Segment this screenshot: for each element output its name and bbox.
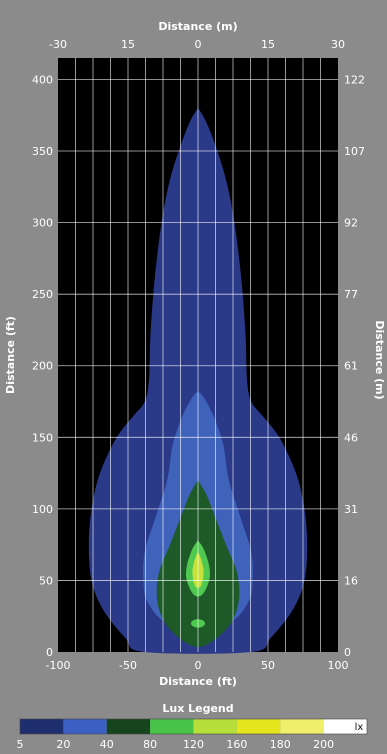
left-axis-ticks: 0 50 100 150 200 250 300 350 400 xyxy=(32,73,53,659)
top-axis-title: Distance (m) xyxy=(158,20,237,33)
left-tick-label: 400 xyxy=(32,73,53,86)
top-axis-ticks: -30 15 0 15 30 xyxy=(49,38,345,51)
bottom-tick-label: 100 xyxy=(328,659,349,672)
legend-label: 5 xyxy=(17,738,24,751)
right-axis-ticks: 0 16 31 46 61 77 92 107 122 xyxy=(344,73,365,659)
left-axis-title: Distance (ft) xyxy=(4,316,17,394)
left-tick-label: 100 xyxy=(32,503,53,516)
top-tick-label: 15 xyxy=(261,38,275,51)
left-tick-label: 300 xyxy=(32,217,53,230)
bottom-tick-label: 0 xyxy=(195,659,202,672)
left-tick-label: 250 xyxy=(32,288,53,301)
legend-swatch xyxy=(150,719,194,734)
legend-label: 120 xyxy=(183,738,204,751)
legend-label: 40 xyxy=(100,738,114,751)
legend-label: 180 xyxy=(270,738,291,751)
legend-swatch xyxy=(106,719,151,734)
bottom-tick-label: -50 xyxy=(119,659,137,672)
left-tick-label: 50 xyxy=(39,574,53,587)
right-tick-label: 16 xyxy=(344,574,358,587)
legend-swatch xyxy=(20,719,64,734)
legend-label: 160 xyxy=(226,738,247,751)
grid-lines xyxy=(58,58,338,652)
legend-label: 20 xyxy=(56,738,70,751)
left-tick-label: 0 xyxy=(46,646,53,659)
bottom-tick-label: -100 xyxy=(46,659,71,672)
legend: 5 20 40 80 120 160 180 200 lx xyxy=(17,718,368,751)
left-tick-label: 350 xyxy=(32,145,53,158)
right-tick-label: 107 xyxy=(344,145,365,158)
legend-label: 200 xyxy=(313,738,334,751)
legend-swatch xyxy=(323,719,367,734)
right-tick-label: 122 xyxy=(344,73,365,86)
right-axis-title: Distance (m) xyxy=(373,320,386,399)
bottom-tick-label: 50 xyxy=(261,659,275,672)
top-tick-label: 30 xyxy=(331,38,345,51)
right-tick-label: 46 xyxy=(344,431,358,444)
legend-swatch xyxy=(63,719,107,734)
legend-swatch xyxy=(236,719,281,734)
right-tick-label: 31 xyxy=(344,503,358,516)
right-tick-label: 0 xyxy=(344,646,351,659)
legend-title: Lux Legend xyxy=(162,702,233,715)
top-tick-label: 0 xyxy=(195,38,202,51)
right-tick-label: 61 xyxy=(344,360,358,373)
top-tick-label: 15 xyxy=(121,38,135,51)
right-tick-label: 92 xyxy=(344,217,358,230)
bottom-axis-ticks: -100 -50 0 50 100 xyxy=(46,659,349,672)
legend-label: 80 xyxy=(143,738,157,751)
legend-unit: lx xyxy=(355,722,364,733)
right-tick-label: 77 xyxy=(344,288,358,301)
legend-swatch xyxy=(193,719,237,734)
legend-border xyxy=(19,718,368,735)
top-tick-label: -30 xyxy=(49,38,67,51)
left-tick-label: 150 xyxy=(32,431,53,444)
bottom-axis-title: Distance (ft) xyxy=(159,675,237,688)
legend-swatch xyxy=(280,719,324,734)
left-tick-label: 200 xyxy=(32,360,53,373)
